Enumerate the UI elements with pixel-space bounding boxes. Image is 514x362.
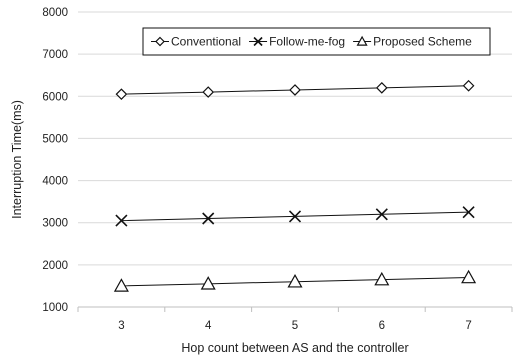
y-tick-label: 1000: [42, 302, 68, 314]
legend-item-conventional: Conventional: [151, 35, 241, 49]
data-point: [115, 88, 128, 101]
legend: Conventional Follow-me-fog Proposed Scheme: [142, 27, 491, 56]
x-marker-stroke: [253, 36, 263, 47]
tick-labels: 1000 2000 3000 4000 5000 6000 7000 8000 3 4 5 6 7: [42, 7, 471, 332]
legend-marker: [155, 36, 165, 47]
x-tick-label: 7: [465, 320, 471, 332]
y-tick-label: 5000: [42, 133, 68, 145]
y-tick-label: 2000: [42, 260, 68, 272]
series-follow-me-fog: [115, 206, 475, 227]
data-point: [115, 214, 128, 227]
legend-marker: [356, 35, 368, 46]
series-conventional: [115, 79, 475, 101]
data-point: [288, 210, 302, 223]
x-marker-stroke: [375, 208, 388, 221]
data-point: [202, 212, 215, 225]
series-proposed-scheme: [113, 269, 477, 292]
series: [113, 79, 477, 292]
data-point: [287, 273, 303, 288]
legend-box: [142, 27, 491, 56]
data-point: [202, 86, 215, 98]
legend-label: Conventional: [171, 35, 241, 49]
legend-item-follow-me-fog: Follow-me-fog: [249, 35, 345, 49]
legend-label: Follow-me-fog: [269, 35, 345, 49]
axes: [77, 306, 513, 312]
x-marker-stroke: [462, 206, 475, 219]
y-tick-label: 7000: [42, 49, 68, 61]
data-point: [374, 271, 390, 286]
x-marker-stroke: [115, 214, 128, 227]
y-axis-title: Interruption Time(ms): [10, 100, 24, 219]
y-tick-label: 3000: [42, 218, 68, 230]
y-tick-label: 8000: [42, 7, 68, 19]
x-tick-label: 4: [205, 320, 212, 332]
x-marker-stroke: [202, 212, 215, 225]
data-point: [289, 84, 301, 96]
legend-marker: [253, 36, 263, 47]
y-tick-label: 4000: [42, 176, 68, 188]
x-axis-title: Hop count between AS and the controller: [181, 341, 408, 355]
legend-label: Proposed Scheme: [373, 35, 472, 49]
data-point: [461, 269, 477, 284]
legend-item-proposed-scheme: Proposed Scheme: [353, 35, 472, 49]
data-point: [462, 79, 475, 92]
data-point: [113, 278, 129, 292]
x-tick-label: 6: [379, 320, 385, 332]
data-point: [375, 82, 388, 94]
data-point: [375, 208, 388, 221]
x-tick-label: 5: [292, 320, 298, 332]
x-tick-label: 3: [118, 320, 124, 332]
data-point: [200, 276, 216, 290]
x-marker-stroke: [288, 210, 302, 223]
data-point: [462, 206, 475, 219]
y-tick-label: 6000: [42, 91, 68, 103]
